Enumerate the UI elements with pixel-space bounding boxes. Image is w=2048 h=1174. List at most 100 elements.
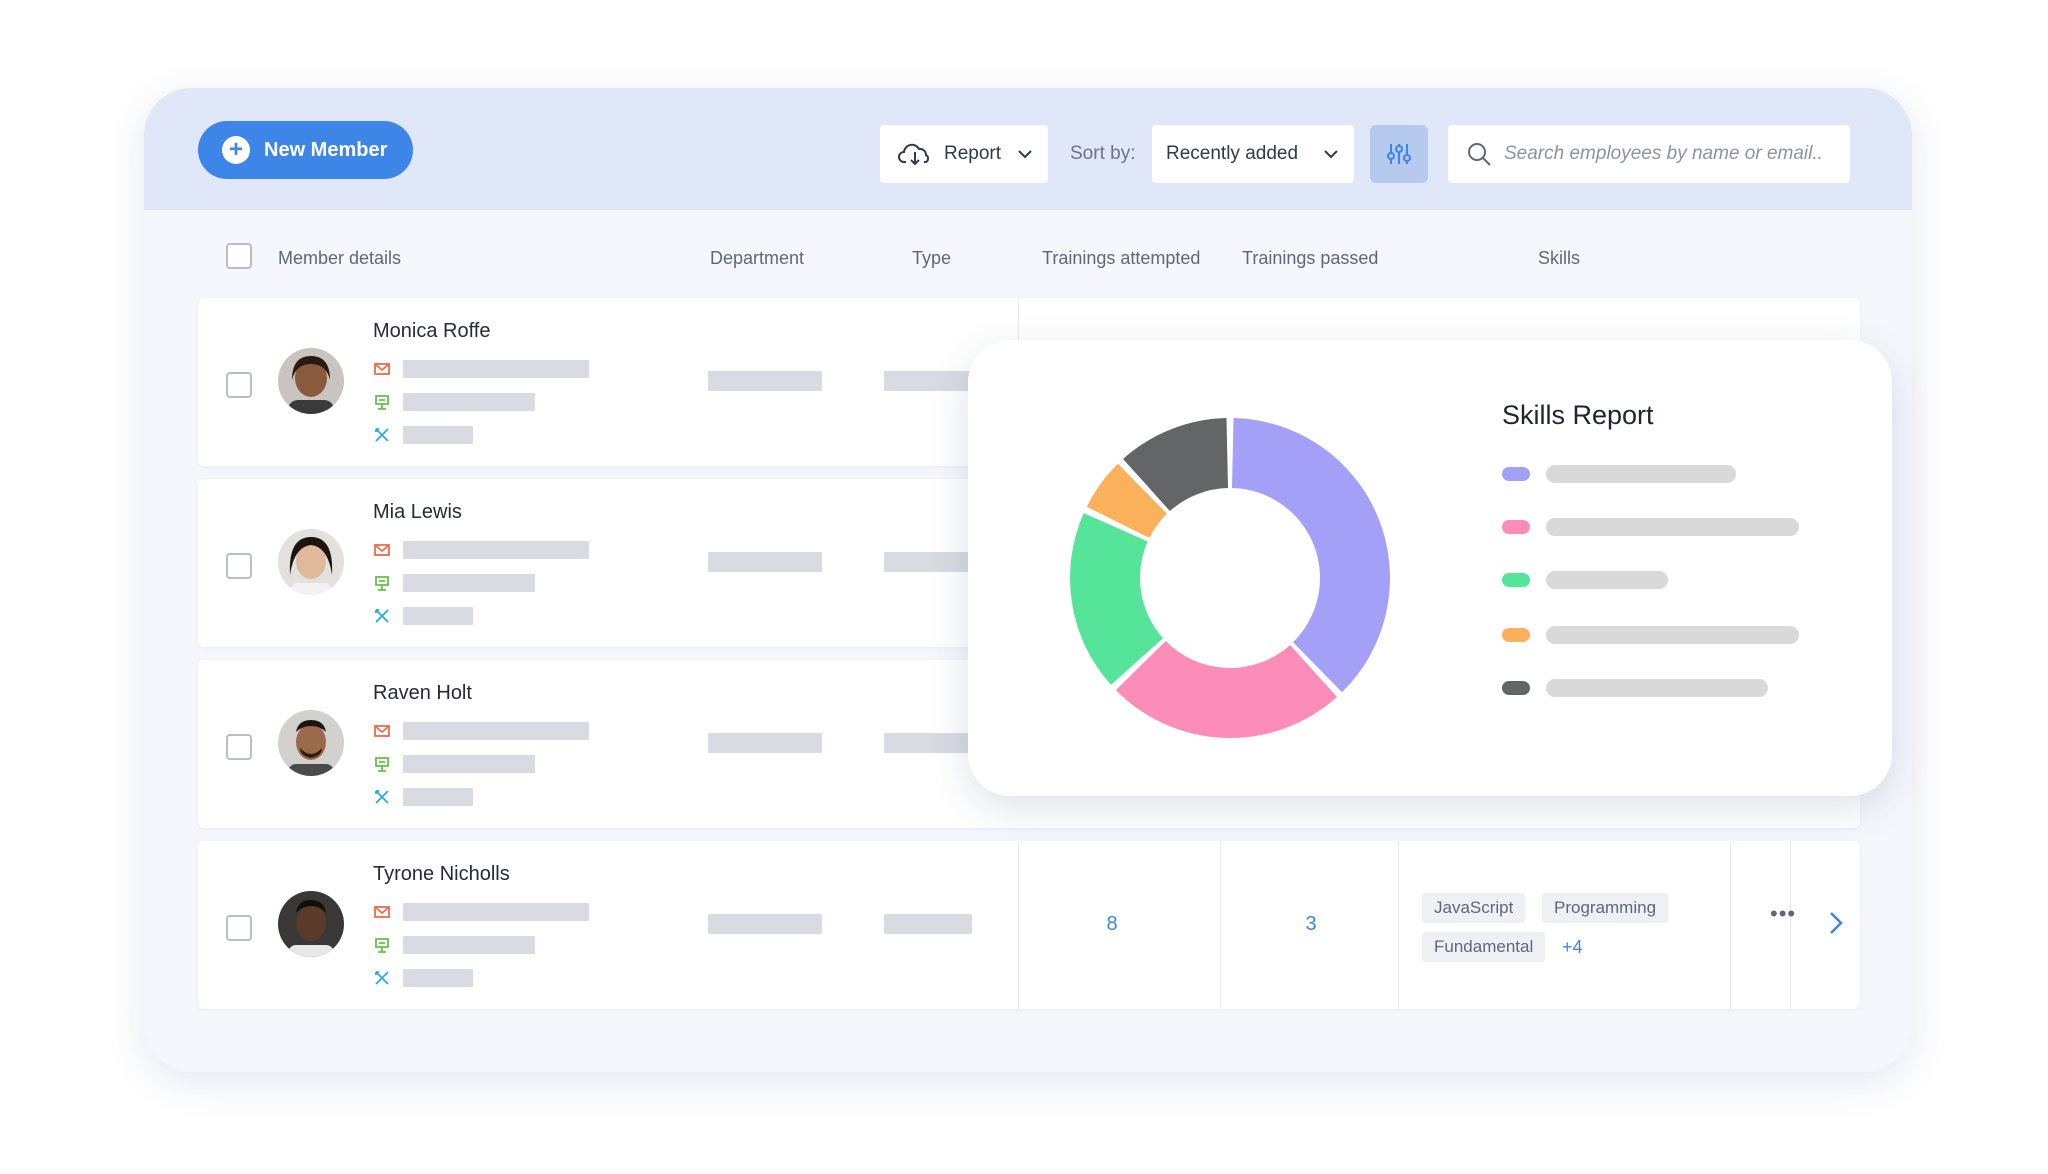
email-placeholder [403,722,589,740]
row-checkbox[interactable] [226,372,252,398]
report-label: Report [944,143,1002,164]
column-member-details[interactable]: Member details [278,248,402,268]
legend-swatch [1502,573,1530,587]
select-all-checkbox[interactable] [226,243,252,269]
sliders-icon [1387,144,1411,164]
legend-label-placeholder [1546,679,1768,697]
email-placeholder [403,541,589,559]
new-member-button[interactable]: + New Member [198,121,413,179]
tools-icon [375,971,389,985]
tools-icon [375,428,389,442]
member-name[interactable]: Tyrone Nicholls [373,863,510,885]
legend-swatch [1502,628,1530,642]
training-icon [375,576,389,591]
chevron-right-icon[interactable] [1826,909,1846,937]
type-placeholder [884,733,972,753]
department-placeholder [708,733,822,753]
member-name[interactable]: Raven Holt [373,682,472,704]
mail-icon [374,725,390,737]
donut-slice [1086,463,1167,538]
mail-icon [374,544,390,556]
more-skills-link[interactable]: +4 [1562,937,1583,957]
training-icon [375,757,389,772]
skills-placeholder [403,788,473,806]
cloud-download-icon [898,143,930,166]
new-member-label: New Member [264,138,388,161]
skill-tag: JavaScript [1422,893,1526,923]
legend-label-placeholder [1546,518,1799,536]
table-row[interactable]: Tyrone Nicholls 8 3 JavaScript Programmi… [198,841,1860,1009]
chevron-down-icon [1018,150,1032,159]
search-input[interactable] [1504,143,1844,165]
training-icon [375,395,389,410]
more-actions-button[interactable]: ••• [1770,901,1797,926]
tools-icon [375,790,389,804]
skill-tag: Fundamental [1422,932,1546,962]
skills-placeholder [403,607,473,625]
mail-icon [374,906,390,918]
donut-slice [1123,418,1229,512]
skill-tag: Programming [1542,893,1669,923]
toolbar: + New Member Report Sort by: Recently ad… [144,88,1912,210]
member-name[interactable]: Monica Roffe [373,320,491,342]
training-placeholder [403,936,535,954]
legend-label-placeholder [1546,571,1668,589]
legend-label-placeholder [1546,465,1736,483]
legend-swatch [1502,681,1530,695]
donut-slice [1070,513,1164,685]
skills-placeholder [403,426,473,444]
donut-slice [1115,641,1337,738]
member-name[interactable]: Mia Lewis [373,501,462,523]
avatar [278,348,344,414]
legend-label-placeholder [1546,626,1799,644]
column-trainings-passed[interactable]: Trainings passed [1242,248,1379,268]
department-placeholder [708,371,822,391]
column-type[interactable]: Type [912,248,952,268]
divider [1220,841,1221,1009]
avatar [278,710,344,776]
divider [1398,841,1399,1009]
column-skills[interactable]: Skills [1538,248,1581,268]
search-box [1448,125,1850,183]
search-icon [1468,143,1491,166]
avatar [278,529,344,595]
column-department[interactable]: Department [710,248,805,268]
row-checkbox[interactable] [226,553,252,579]
email-placeholder [403,360,589,378]
row-checkbox[interactable] [226,915,252,941]
filter-button[interactable] [1370,125,1428,183]
legend-swatch [1502,467,1530,481]
type-placeholder [884,371,972,391]
training-icon [375,938,389,953]
skills-report-card: Skills Report [968,340,1892,796]
mail-icon [374,363,390,375]
department-placeholder [708,914,822,934]
divider [1018,841,1019,1009]
avatar [278,891,344,957]
training-placeholder [403,574,535,592]
email-placeholder [403,903,589,921]
sort-value: Recently added [1166,143,1299,164]
report-button[interactable]: Report [880,125,1048,183]
skills-donut-chart [1070,418,1390,738]
sort-by-label: Sort by: [1070,143,1136,164]
tools-icon [375,609,389,623]
training-placeholder [403,393,535,411]
type-placeholder [884,552,972,572]
column-trainings-attempted[interactable]: Trainings attempted [1042,248,1201,268]
donut-slice [1231,418,1390,693]
sort-select[interactable]: Recently added [1152,125,1354,183]
trainings-passed-value: 3 [1305,913,1317,935]
type-placeholder [884,914,972,934]
skills-placeholder [403,969,473,987]
row-checkbox[interactable] [226,734,252,760]
trainings-attempted-value: 8 [1106,913,1118,935]
department-placeholder [708,552,822,572]
chevron-down-icon [1324,150,1338,159]
plus-icon: + [222,136,250,164]
training-placeholder [403,755,535,773]
legend-swatch [1502,520,1530,534]
divider [1730,841,1731,1009]
skills-report-title: Skills Report [1502,400,1654,430]
divider [1790,841,1791,1009]
